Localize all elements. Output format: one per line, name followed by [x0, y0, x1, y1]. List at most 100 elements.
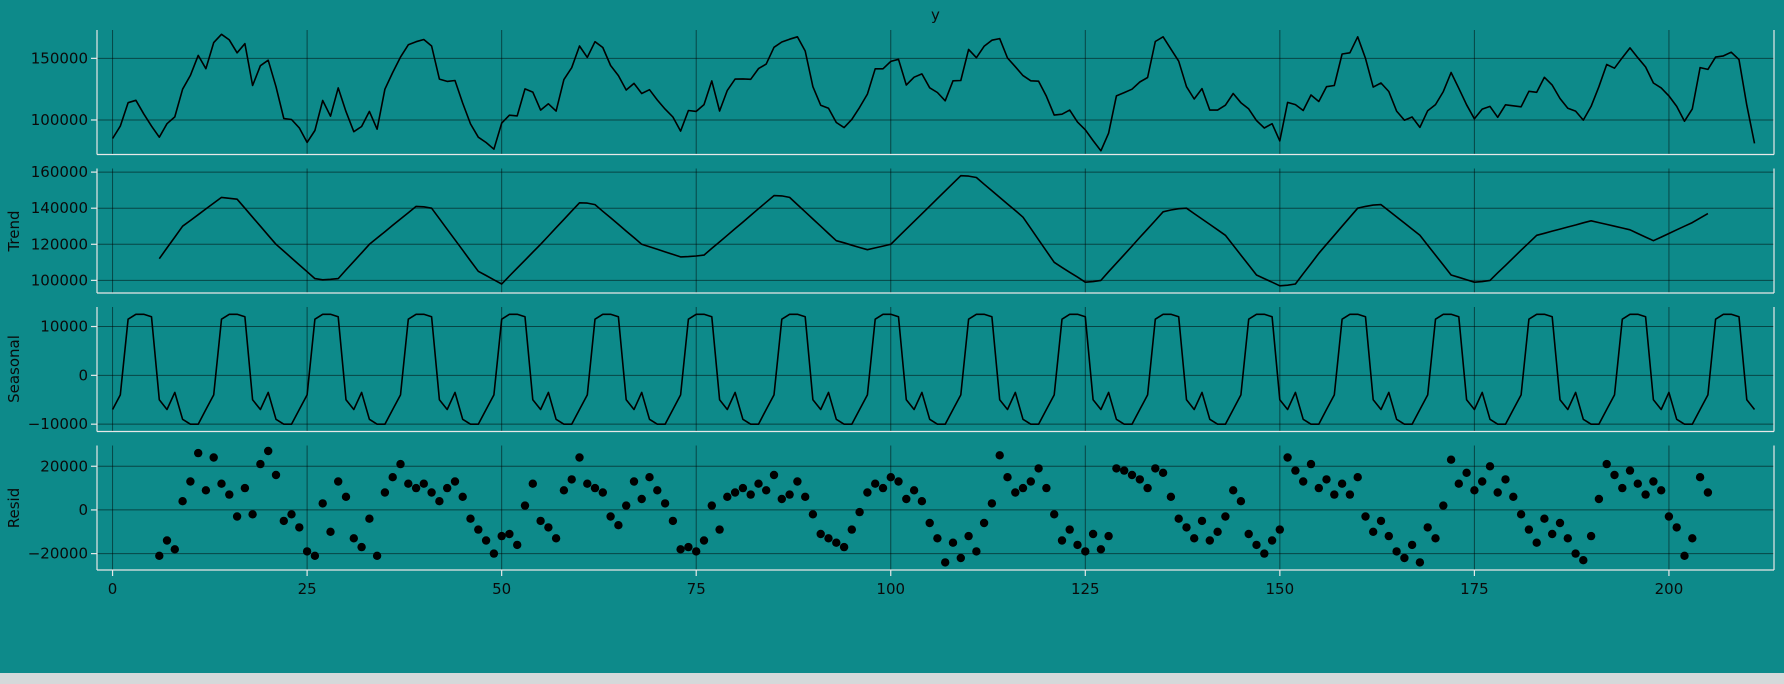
resid-point	[839, 542, 849, 552]
resid-point	[1112, 464, 1121, 473]
resid-point	[240, 483, 250, 493]
resid-point	[995, 451, 1004, 460]
resid-point	[544, 523, 553, 532]
resid-point	[1594, 494, 1604, 504]
resid-point	[372, 551, 382, 560]
resid-point	[349, 534, 358, 543]
resid-point	[1135, 475, 1145, 484]
resid-point	[1571, 549, 1580, 558]
resid-point	[388, 473, 397, 482]
x-tick-label: 100	[876, 580, 905, 598]
resid-point	[427, 488, 436, 497]
resid-point	[1096, 545, 1106, 554]
resid-point	[1423, 523, 1432, 532]
resid-point	[256, 459, 265, 469]
y-tick-label: 150000	[31, 49, 88, 67]
resid-point	[1672, 523, 1681, 532]
resid-point	[824, 534, 833, 543]
resid-point	[684, 542, 693, 552]
ylabel-resid: Resid	[5, 487, 23, 529]
resid-point	[458, 492, 467, 501]
resid-point	[777, 494, 786, 504]
y-tick-label: 0	[78, 366, 88, 384]
resid-point	[466, 514, 475, 523]
resid-point	[1470, 486, 1479, 495]
resid-point	[520, 501, 530, 510]
resid-point	[1034, 464, 1043, 473]
resid-point	[295, 523, 304, 532]
resid-point	[217, 479, 226, 488]
ylabel-seasonal: Seasonal	[5, 335, 23, 403]
resid-point	[271, 470, 281, 480]
ylabel-trend: Trend	[5, 210, 23, 252]
resid-point	[933, 534, 942, 543]
resid-point	[762, 486, 771, 495]
resid-point	[1026, 477, 1036, 486]
resid-point	[1322, 475, 1331, 484]
resid-point	[232, 512, 242, 521]
resid-point	[528, 479, 537, 488]
resid-point	[816, 529, 825, 539]
resid-point	[1205, 536, 1215, 545]
resid-point	[1345, 490, 1355, 499]
x-tick-label: 125	[1071, 580, 1100, 598]
resid-point	[1018, 483, 1028, 493]
resid-point	[505, 529, 514, 539]
resid-point	[443, 483, 452, 493]
resid-point	[404, 479, 413, 488]
resid-point	[1407, 540, 1417, 550]
resid-point	[956, 553, 965, 563]
resid-point	[194, 448, 203, 458]
resid-point	[1586, 531, 1596, 541]
resid-point	[1127, 470, 1137, 480]
resid-point	[637, 494, 646, 504]
resid-point	[1618, 483, 1627, 493]
resid-point	[1548, 529, 1557, 539]
resid-point	[668, 516, 678, 526]
y-tick-label: 120000	[31, 235, 88, 253]
resid-point	[1392, 547, 1401, 556]
resid-point	[1314, 483, 1324, 493]
resid-point	[1065, 525, 1074, 534]
resid-point	[170, 545, 179, 554]
y-tick-label: 0	[78, 501, 88, 519]
resid-point	[1664, 512, 1674, 521]
resid-point	[1369, 527, 1378, 536]
y-tick-label: 160000	[31, 163, 88, 181]
resid-point	[801, 492, 810, 501]
resid-point	[746, 490, 755, 499]
resid-point	[660, 499, 670, 508]
resid-point	[481, 536, 491, 545]
resid-point	[1229, 486, 1238, 495]
resid-point	[1143, 483, 1152, 493]
resid-point	[1330, 490, 1339, 499]
resid-point	[1081, 547, 1090, 556]
resid-point	[653, 486, 662, 495]
resid-point	[155, 551, 164, 560]
resid-point	[489, 549, 499, 558]
resid-point	[723, 492, 732, 501]
resid-point	[1252, 540, 1261, 550]
resid-point	[676, 545, 685, 554]
resid-point	[1182, 523, 1191, 532]
resid-point	[590, 483, 600, 493]
resid-point	[1501, 475, 1510, 484]
resid-point	[209, 453, 218, 462]
resid-point	[264, 446, 273, 456]
resid-point	[1275, 525, 1285, 534]
resid-point	[886, 473, 895, 482]
resid-point	[1260, 549, 1269, 558]
resid-point	[707, 501, 716, 510]
resid-point	[730, 488, 740, 497]
resid-point	[551, 534, 561, 543]
resid-point	[536, 516, 545, 526]
bottom-edge-strip	[0, 673, 1784, 684]
resid-point	[1190, 534, 1199, 543]
resid-point	[1493, 488, 1502, 497]
resid-point	[411, 483, 421, 493]
resid-point	[1680, 551, 1689, 560]
resid-point	[909, 486, 919, 495]
resid-point	[738, 483, 748, 493]
resid-point	[1291, 466, 1300, 475]
y-tick-label: 10000	[40, 318, 88, 336]
